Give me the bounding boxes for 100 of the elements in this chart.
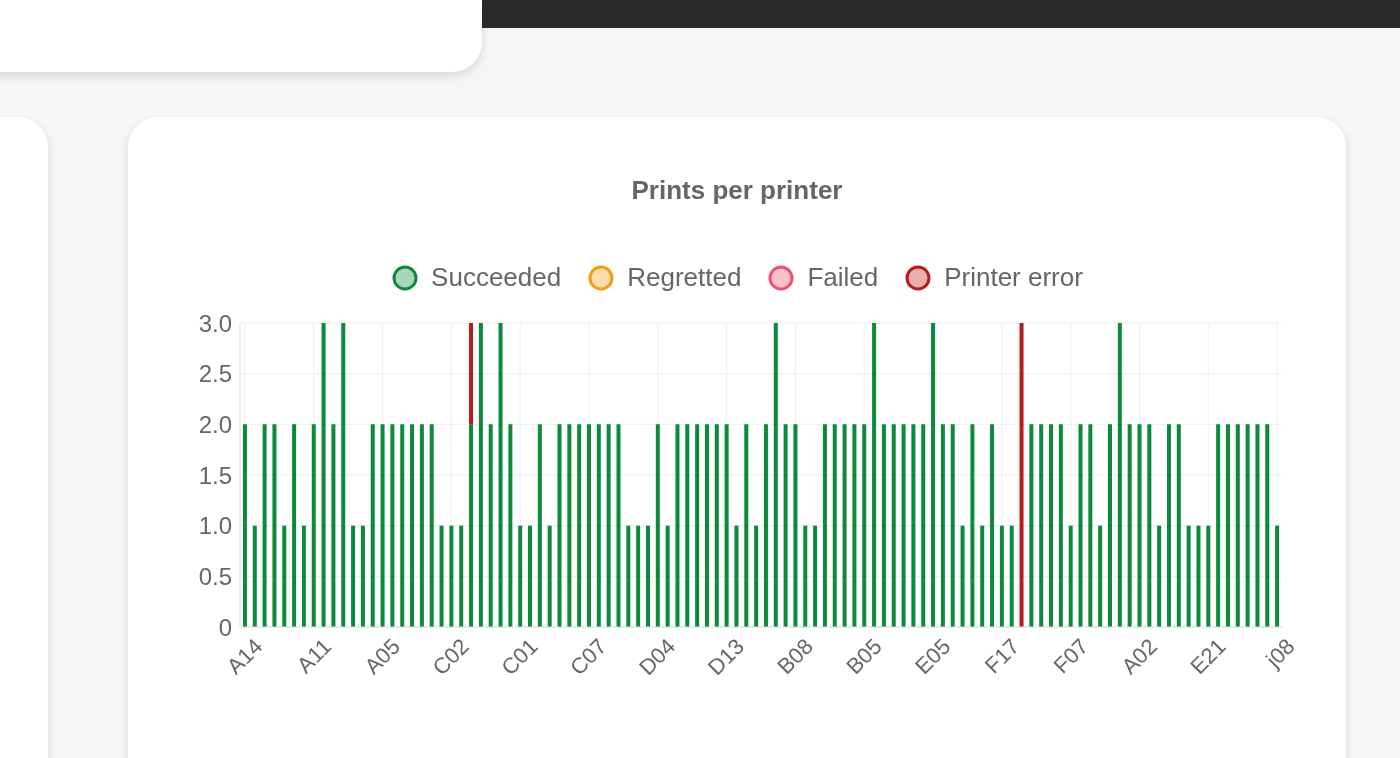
x-tick-label: j08 [1260, 633, 1300, 673]
bar [793, 424, 798, 627]
x-tick-label: F07 [1048, 633, 1094, 679]
bar [852, 424, 857, 627]
bar [1117, 323, 1122, 627]
x-tick-label: C02 [427, 633, 474, 680]
bar [754, 525, 759, 627]
bar [459, 525, 464, 627]
bar [1068, 525, 1073, 627]
bar [901, 424, 906, 627]
bar [1225, 424, 1230, 627]
legend-label: Printer error [944, 262, 1083, 293]
y-tick-label: 2.5 [198, 360, 232, 388]
bar [557, 424, 562, 627]
bar [439, 525, 444, 627]
bar [1275, 525, 1280, 627]
bar [1108, 424, 1113, 627]
x-tick-label: F17 [979, 633, 1025, 679]
bar [1245, 424, 1250, 627]
bar [665, 525, 670, 627]
bar [252, 525, 257, 627]
bar [370, 424, 375, 627]
bar [1176, 424, 1181, 627]
bar [891, 424, 896, 627]
bar [351, 525, 356, 627]
bar [724, 424, 729, 627]
x-tick-label: C01 [496, 633, 543, 680]
bar [429, 424, 434, 627]
bar [921, 424, 926, 627]
bar [272, 424, 277, 627]
bar [1166, 424, 1171, 627]
bar [1206, 525, 1211, 627]
bar [587, 424, 592, 627]
bar [1098, 525, 1103, 627]
x-tick-label: A02 [1116, 633, 1162, 680]
bar [655, 424, 660, 627]
bar [675, 424, 680, 627]
bar [1255, 424, 1260, 627]
bar [616, 424, 621, 627]
bar [1088, 424, 1093, 627]
bar [990, 424, 995, 627]
bar [596, 424, 601, 627]
bar [881, 424, 886, 627]
x-tick-label: D04 [633, 633, 681, 680]
bar [695, 424, 700, 627]
bar [1039, 424, 1044, 627]
x-tick-label: C07 [565, 633, 612, 680]
bar [528, 525, 533, 627]
bar [1147, 424, 1152, 627]
legend-label: Failed [807, 262, 879, 293]
y-tick-label: 2.0 [198, 410, 232, 438]
bar [842, 424, 847, 627]
bar [282, 525, 287, 627]
bar [341, 323, 346, 627]
bar [567, 424, 572, 627]
bar [1186, 525, 1191, 627]
bar [508, 424, 513, 627]
bar [960, 525, 965, 627]
legend-label: Succeeded [431, 262, 562, 293]
bar [950, 424, 955, 627]
bar [1019, 323, 1024, 627]
bar [518, 525, 523, 627]
bar [763, 424, 768, 627]
bar [1058, 424, 1063, 627]
bar [1009, 525, 1014, 627]
bar [478, 323, 483, 627]
bar [744, 424, 749, 627]
bar [1049, 424, 1054, 627]
bar [360, 525, 365, 627]
x-tick-label: A05 [359, 633, 405, 680]
y-tick-label: 1.0 [198, 512, 232, 540]
bar [547, 525, 552, 627]
bar [773, 323, 778, 627]
y-tick-label: 0 [218, 613, 232, 641]
bar [449, 525, 454, 627]
bar [1157, 525, 1162, 627]
bar [872, 323, 877, 627]
y-tick-label: 3.0 [198, 309, 232, 337]
bar [685, 424, 690, 627]
bar [321, 323, 326, 627]
bar [1196, 525, 1201, 627]
bar [734, 525, 739, 627]
bar [390, 424, 395, 627]
bar [1235, 424, 1240, 627]
bar [331, 424, 336, 627]
x-tick-label: B05 [841, 633, 887, 680]
bar [714, 424, 719, 627]
bar [999, 525, 1004, 627]
bar [911, 424, 916, 627]
bar [862, 424, 867, 627]
x-tick-label: E21 [1185, 633, 1231, 680]
bar [1137, 424, 1142, 627]
bar [292, 424, 297, 627]
bar [537, 424, 542, 627]
bar [400, 424, 405, 627]
legend-label: Regretted [627, 262, 742, 293]
bar [469, 323, 474, 425]
bar [301, 525, 306, 627]
y-tick-label: 0.5 [198, 562, 232, 590]
bar [636, 525, 641, 627]
